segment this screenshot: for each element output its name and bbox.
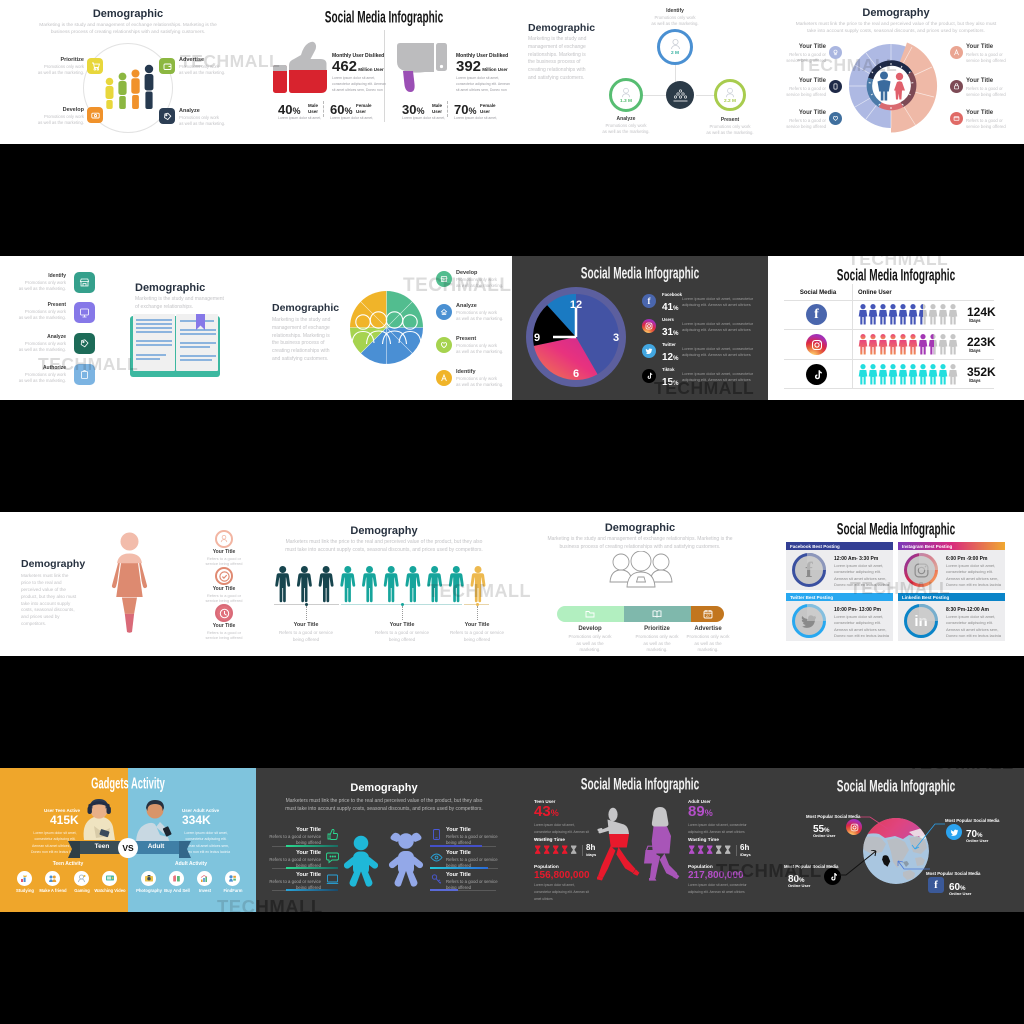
svg-text:27: 27 [706,614,710,618]
svg-text:3: 3 [613,332,619,344]
svg-text:12: 12 [570,299,582,311]
svg-text:6: 6 [573,368,579,380]
svg-text:9: 9 [534,332,540,344]
